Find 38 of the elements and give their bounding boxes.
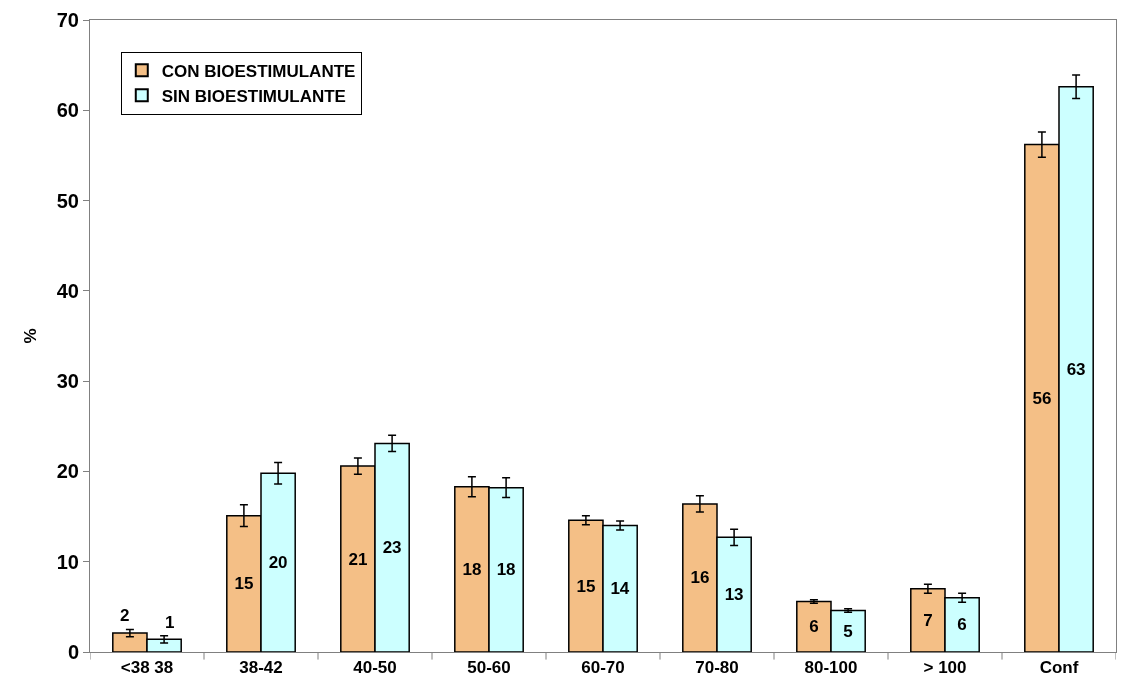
data-label: 6 (809, 617, 819, 637)
y-tick-label: 40 (56, 279, 79, 302)
x-tick-label: Conf (1039, 658, 1079, 678)
data-label: 63 (1066, 359, 1086, 379)
data-label: 23 (382, 538, 402, 558)
x-tick-label: 80-100 (804, 658, 858, 678)
legend-label: CON BIOESTIMULANTE (161, 61, 356, 81)
x-tick-label: 60-70 (581, 658, 625, 678)
data-label: 18 (496, 560, 516, 580)
legend-label: SIN BIOESTIMULANTE (161, 86, 346, 106)
y-tick-label: 20 (56, 460, 79, 483)
x-tick-label: > 100 (923, 658, 967, 678)
data-label: 20 (268, 553, 288, 573)
data-label: 16 (690, 568, 710, 588)
y-tick-label: 10 (56, 550, 79, 573)
x-tick-label: 38-42 (239, 658, 283, 678)
data-label: 6 (957, 615, 967, 635)
data-label: 56 (1032, 388, 1052, 408)
x-tick-label: <38 38 (120, 658, 174, 678)
y-axis-title: % (21, 328, 41, 344)
data-label: 15 (234, 574, 254, 594)
y-tick-label: 0 (67, 641, 79, 663)
data-label: 18 (462, 559, 482, 579)
x-tick-label: 50-60 (467, 658, 511, 678)
x-tick-label: 70-80 (695, 658, 739, 678)
data-label: 7 (923, 610, 933, 630)
y-tick-label: 50 (56, 189, 79, 212)
data-label: 5 (843, 621, 853, 641)
data-label: 13 (724, 585, 744, 605)
y-tick-label: 30 (56, 370, 79, 393)
y-tick-label: 70 (56, 9, 79, 31)
data-label: 14 (610, 579, 630, 599)
data-label: 15 (576, 576, 596, 596)
data-label: 21 (348, 549, 368, 569)
data-label: 2 (120, 606, 130, 625)
x-tick-label: 40-50 (353, 658, 397, 678)
y-tick-label: 60 (56, 99, 79, 122)
data-label: 1 (165, 613, 175, 632)
